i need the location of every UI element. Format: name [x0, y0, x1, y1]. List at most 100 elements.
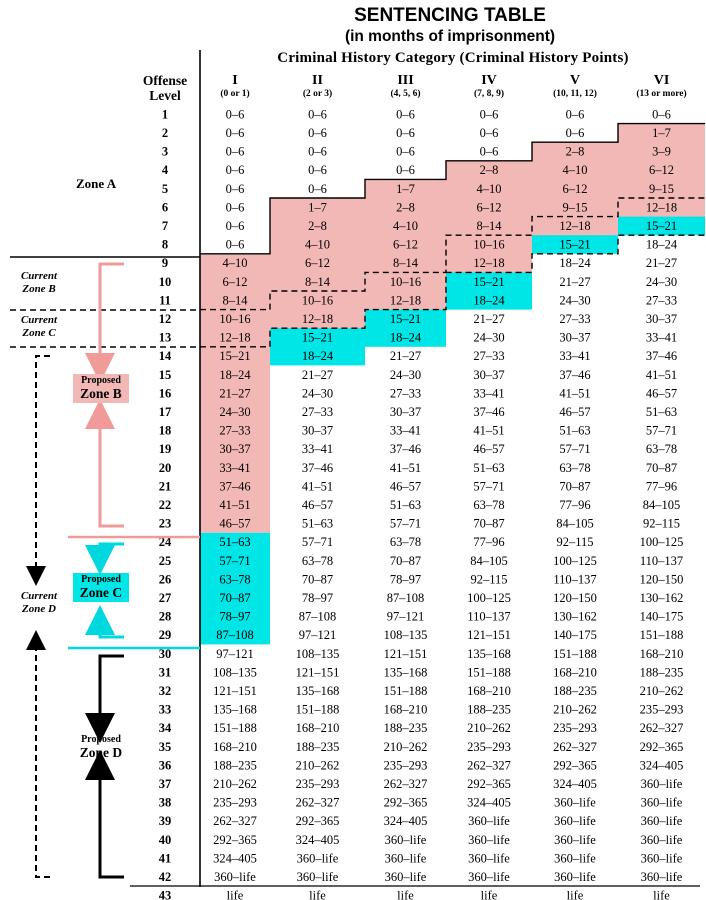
range-cell: 1–7	[308, 200, 327, 214]
current-zone-d-line2: Zone D	[22, 603, 56, 615]
range-cell: 360–life	[554, 870, 596, 884]
range-cell: life	[481, 889, 498, 900]
range-cell: 130–162	[640, 591, 684, 605]
range-cell: 360–life	[385, 833, 427, 847]
range-cell: 110–137	[640, 554, 683, 568]
range-cell: 15–21	[559, 238, 590, 252]
range-cell: 262–327	[384, 777, 428, 791]
range-cell: 2–8	[480, 163, 499, 177]
range-cell: 41–51	[473, 424, 504, 438]
offense-level-13: 13	[159, 331, 172, 345]
range-cell: 33–41	[219, 461, 250, 475]
range-cell: 151–188	[384, 684, 428, 698]
range-cell: 3–9	[652, 145, 671, 159]
range-cell: 51–63	[646, 405, 677, 419]
range-cell: 87–108	[387, 591, 425, 605]
range-cell: 0–6	[396, 163, 415, 177]
column-heading-vi: VI	[653, 73, 670, 88]
range-cell: 24–30	[219, 405, 250, 419]
range-cell: 41–51	[219, 498, 250, 512]
range-cell: 87–108	[216, 628, 254, 642]
range-cell: 6–12	[393, 238, 418, 252]
current-zone-c-line2: Zone C	[22, 327, 56, 339]
current-zone-c-label: Current Zone C	[4, 314, 74, 340]
range-cell: 37–46	[302, 461, 333, 475]
column-points-v: (10, 11, 12)	[553, 89, 597, 99]
range-cell: 188–235	[296, 740, 340, 754]
range-cell: 37–46	[473, 405, 504, 419]
range-cell: 360–life	[468, 870, 510, 884]
range-cell: 33–41	[473, 386, 504, 400]
range-cell: 121–151	[213, 684, 257, 698]
offense-level-37: 37	[159, 777, 172, 791]
range-cell: 360–life	[641, 814, 683, 828]
offense-level-31: 31	[159, 665, 172, 679]
range-cell: 18–24	[559, 256, 591, 270]
offense-level-24: 24	[159, 535, 172, 549]
range-cell: 110–137	[553, 572, 596, 586]
proposed-zone-b-small: Proposed	[81, 375, 121, 386]
offense-level-43: 43	[159, 889, 172, 900]
range-cell: 18–24	[646, 238, 678, 252]
current-zone-b-label: Current Zone B	[4, 270, 74, 296]
range-cell: 168–210	[467, 684, 511, 698]
offense-level-40: 40	[159, 833, 172, 847]
range-cell: 360–life	[468, 833, 510, 847]
range-cell: 78–97	[390, 572, 421, 586]
proposed-zone-b-fill-col-5	[532, 142, 618, 254]
range-cell: 108–135	[213, 665, 257, 679]
offense-level-10: 10	[159, 275, 172, 289]
proposed-zone-d-label: Proposed Zone D	[73, 734, 129, 761]
range-cell: 97–121	[387, 610, 425, 624]
range-cell: 0–6	[480, 126, 499, 140]
proposed-d-bracket-bottom	[85, 750, 124, 879]
range-cell: 151–188	[296, 703, 340, 717]
range-cell: 46–57	[473, 442, 504, 456]
zone-a-boundary	[200, 122, 705, 255]
range-cell: 57–71	[473, 479, 504, 493]
range-cell: 6–12	[649, 163, 674, 177]
range-cell: 110–137	[467, 610, 510, 624]
range-cell: 15–21	[646, 219, 677, 233]
range-cell: 0–6	[308, 107, 327, 121]
range-cell: 188–235	[384, 721, 428, 735]
range-cell: 360–life	[641, 851, 683, 865]
range-cell: 151–188	[640, 628, 684, 642]
offense-level-34: 34	[159, 721, 172, 735]
range-cell: 360–life	[641, 796, 683, 810]
offense-level-25: 25	[159, 554, 172, 568]
offense-level-38: 38	[159, 796, 172, 810]
range-cell: 210–262	[384, 740, 428, 754]
column-heading-i: I	[232, 73, 238, 88]
range-cell: 4–10	[477, 182, 502, 196]
range-cell: 51–63	[390, 498, 421, 512]
range-cell: 10–16	[219, 312, 250, 326]
range-cell: 140–175	[553, 628, 597, 642]
range-cell: 6–12	[563, 182, 588, 196]
zone-boundary-layer	[200, 122, 705, 348]
range-cell: 262–327	[553, 740, 597, 754]
offense-level-36: 36	[159, 758, 172, 772]
range-cell: 18–24	[302, 349, 334, 363]
range-cell: 292–365	[213, 833, 257, 847]
range-cell: 292–365	[640, 740, 684, 754]
proposed-zone-c-big: Zone C	[79, 585, 123, 600]
range-cell: 188–235	[640, 665, 684, 679]
range-cell: 0–6	[308, 145, 327, 159]
proposed-d-bracket-top	[85, 654, 124, 743]
offense-level-8: 8	[162, 238, 168, 252]
range-cell: 1–7	[396, 182, 415, 196]
range-cell: 24–30	[646, 275, 677, 289]
range-cell: 262–327	[213, 814, 257, 828]
range-cell: 235–293	[640, 703, 684, 717]
range-cell: 15–21	[473, 275, 504, 289]
range-cell: 4–10	[223, 256, 248, 270]
range-cell: 21–27	[646, 256, 677, 270]
current-zone-b-line1: Current	[20, 270, 58, 282]
proposed-zone-b-fill-col-1	[200, 253, 270, 533]
range-cell: 360–life	[385, 870, 427, 884]
range-cell: life	[227, 889, 244, 900]
range-cell: 6–12	[305, 256, 330, 270]
column-points-iv: (7, 8, 9)	[473, 89, 505, 99]
range-cell: 151–188	[467, 665, 511, 679]
